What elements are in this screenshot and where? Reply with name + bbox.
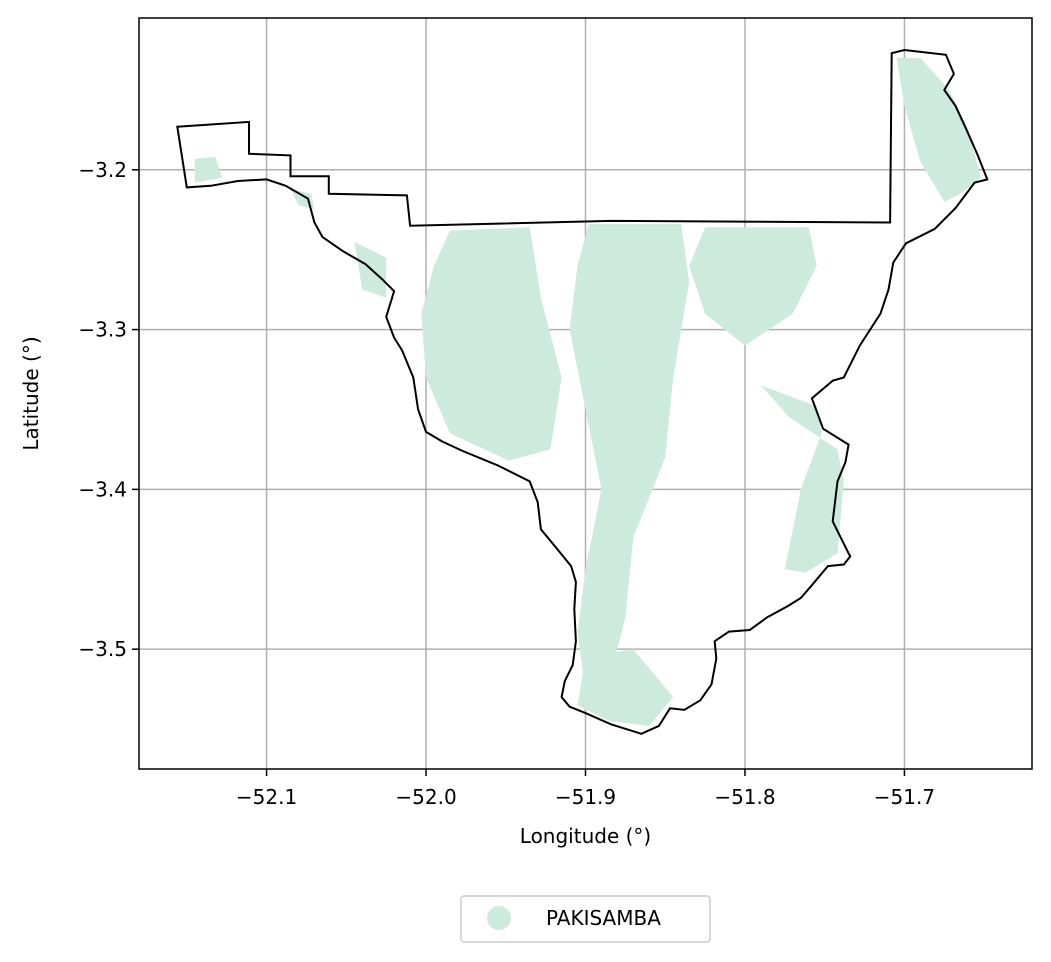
forest-patch <box>290 189 315 210</box>
y-tick-label: −3.2 <box>78 158 127 182</box>
x-tick-label: −52.1 <box>236 785 297 809</box>
legend: PAKISAMBA <box>460 895 711 943</box>
forest-patch <box>569 224 690 690</box>
y-tick-label: −3.5 <box>78 637 127 661</box>
x-tick-label: −51.7 <box>874 785 935 809</box>
legend-frame <box>460 895 711 943</box>
x-tick-label: −52.0 <box>395 785 456 809</box>
legend-marker-pakisamba <box>487 906 511 930</box>
x-tick-label: −51.9 <box>555 785 616 809</box>
forest-patch <box>421 227 562 461</box>
territory-boundary <box>176 48 989 735</box>
x-tick-label: −51.8 <box>714 785 775 809</box>
y-axis-ticks: −3.2 −3.3 −3.4 −3.5 <box>78 158 139 661</box>
x-axis-label: Longitude (°) <box>520 824 651 848</box>
legend-label-pakisamba: PAKISAMBA <box>546 906 661 930</box>
forest-patch <box>760 385 844 573</box>
y-axis-label: Latitude (°) <box>19 336 43 450</box>
x-axis-ticks: −52.1 −52.0 −51.9 −51.8 −51.7 <box>236 769 935 809</box>
pakisamba-forest-cover <box>194 57 981 726</box>
y-tick-label: −3.4 <box>78 477 127 501</box>
forest-patch <box>577 649 674 726</box>
forest-patch <box>689 227 817 346</box>
forest-patch <box>194 157 222 183</box>
y-tick-label: −3.3 <box>78 318 127 342</box>
forest-patch <box>896 57 981 202</box>
